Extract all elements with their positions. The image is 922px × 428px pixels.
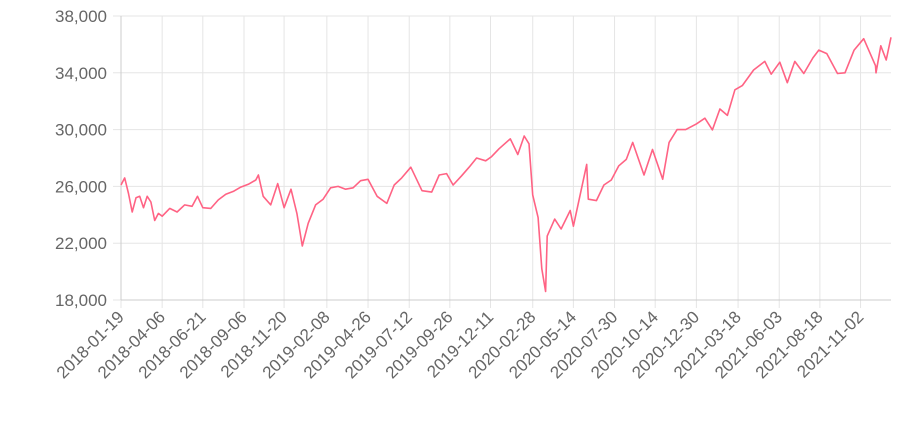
y-tick-label: 18,000: [55, 291, 107, 310]
y-tick-label: 26,000: [55, 177, 107, 196]
y-tick-label: 38,000: [55, 7, 107, 26]
y-tick-label: 22,000: [55, 234, 107, 253]
y-tick-label: 30,000: [55, 121, 107, 140]
y-tick-label: 34,000: [55, 64, 107, 83]
line-series: [120, 37, 892, 293]
